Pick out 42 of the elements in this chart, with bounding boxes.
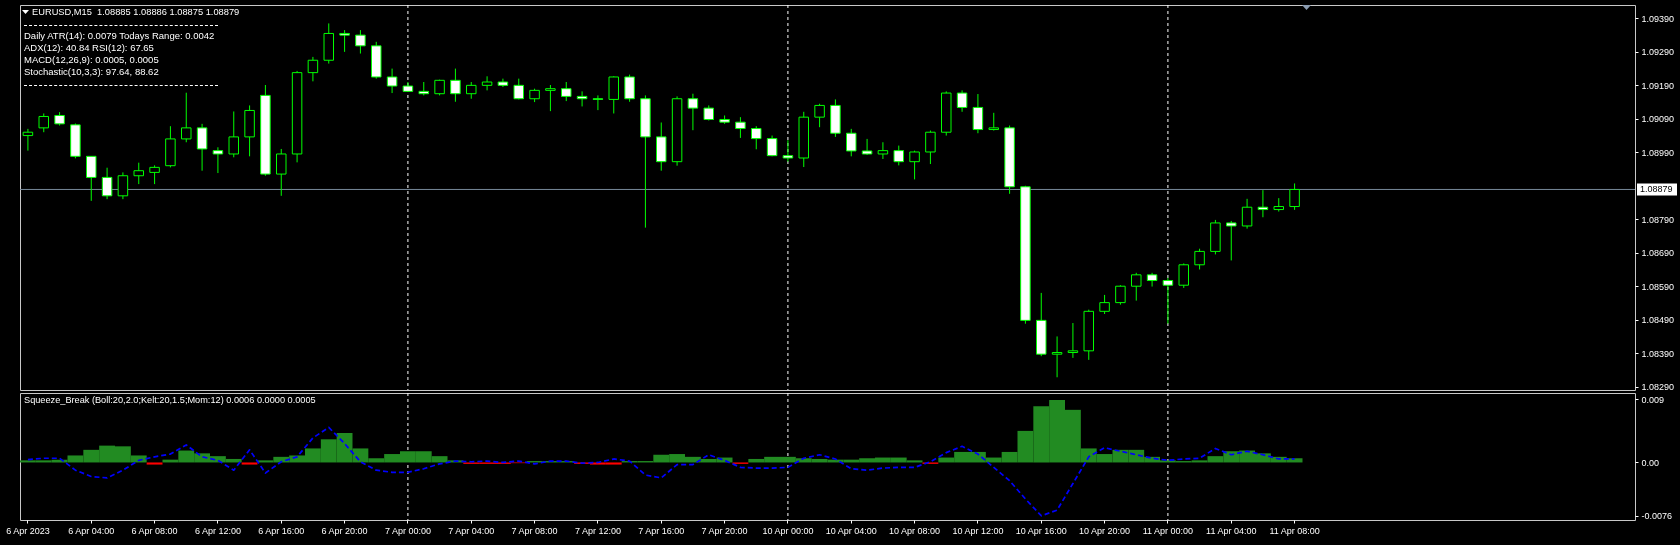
x-tick-label: 6 Apr 2023 [6,525,50,536]
y-tick-label: 1.09390 [1641,13,1675,24]
x-tick-label: 6 Apr 12:00 [194,525,241,536]
annotation: ADX(12): 40.84 RSI(12): 67.65 [24,42,154,53]
y-tick-label: 1.09290 [1641,47,1675,58]
x-tick-label: 7 Apr 00:00 [384,525,431,536]
x-tick-label: 7 Apr 12:00 [574,525,621,536]
x-tick-label: 10 Apr 16:00 [1015,525,1067,536]
y-tick-label: 1.08390 [1641,348,1675,359]
y-tick-label: 1.09190 [1641,80,1675,91]
x-tick-label: 7 Apr 16:00 [638,525,685,536]
y-tick-label: 0.00 [1641,457,1660,468]
x-tick-label: 11 Apr 08:00 [1269,525,1320,536]
y-tick-label: -0.0076 [1641,511,1673,522]
x-tick-label: 7 Apr 04:00 [448,525,495,536]
x-tick-label: 10 Apr 20:00 [1079,525,1131,536]
chart-title: Squeeze_Break (Boll:20,2.0;Kelt:20,1.5;Mom:12) 0.0006 0.0000 0.0005 [24,395,316,406]
x-tick-label: 10 Apr 04:00 [825,525,877,536]
y-tick-label: 1.09090 [1641,114,1675,125]
annotation: MACD(12,26,9): 0.0005, 0.0005 [24,54,159,65]
x-tick-label: 7 Apr 08:00 [511,525,558,536]
x-tick-label: 11 Apr 04:00 [1206,525,1257,536]
annotation: Daily ATR(14): 0.0079 Todays Range: 0.0042 [24,30,215,41]
x-tick-label: 6 Apr 04:00 [68,525,115,536]
x-tick-label: 7 Apr 20:00 [701,525,748,536]
chart-title: EURUSD,M15 1.08885 1.08886 1.08875 1.08879 [32,7,240,18]
y-tick-label: 1.08590 [1641,281,1675,292]
x-tick-label: 11 Apr 00:00 [1142,525,1194,536]
y-tick-label: 0.009 [1641,394,1665,405]
x-tick-label: 6 Apr 08:00 [131,525,178,536]
y-tick-label: 1.08490 [1641,315,1675,326]
x-tick-label: 6 Apr 16:00 [258,525,305,536]
annotation: Stochastic(10,3,3): 97.64, 88.62 [24,66,159,77]
y-tick-label: 1.08290 [1641,382,1675,393]
x-tick-label: 6 Apr 20:00 [321,525,368,536]
x-tick-label: 10 Apr 08:00 [889,525,941,536]
y-tick-label: 1.08990 [1641,147,1675,158]
x-tick-label: 10 Apr 12:00 [952,525,1004,536]
ref-line-label: 1.08879 [1640,184,1673,195]
x-tick-label: 10 Apr 00:00 [762,525,814,536]
y-tick-label: 1.08690 [1641,248,1675,259]
y-tick-label: 1.08790 [1641,214,1675,225]
